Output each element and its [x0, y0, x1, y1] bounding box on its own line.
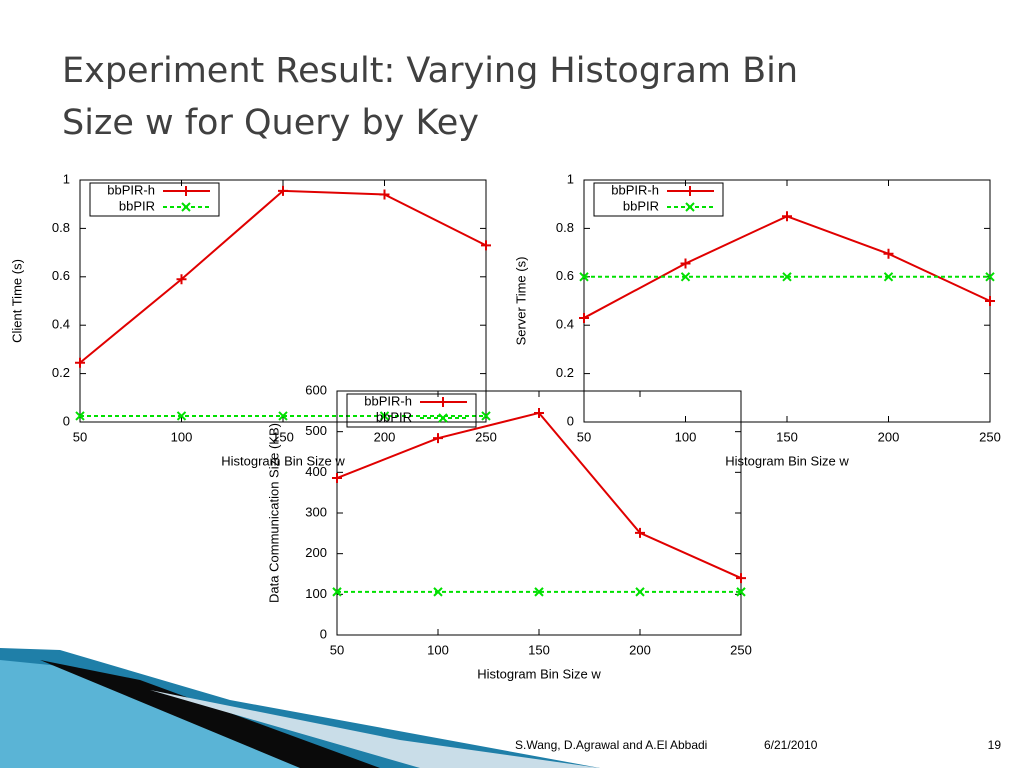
y-tick-label: 0	[320, 626, 327, 641]
y-axis-label: Server Time (s)	[513, 257, 528, 346]
data-point	[433, 433, 443, 444]
x-tick-label: 100	[427, 642, 449, 657]
x-axis-label: Histogram Bin Size w	[725, 453, 849, 468]
data-point	[635, 587, 645, 597]
legend-box	[89, 182, 220, 217]
x-tick-label: 100	[675, 429, 697, 444]
legend-label: bbPIR-h	[107, 182, 155, 197]
legend-label: bbPIR-h	[611, 182, 659, 197]
y-tick-label: 0.6	[556, 268, 574, 283]
data-point	[680, 258, 691, 269]
x-tick-label: 200	[374, 429, 396, 444]
data-point	[278, 411, 288, 421]
data-point	[332, 473, 342, 484]
y-tick-label: 1	[63, 171, 70, 186]
data-point	[278, 185, 288, 196]
data-point	[736, 587, 746, 597]
y-tick-label: 0.8	[52, 220, 70, 235]
y-tick-label: 0.4	[556, 317, 574, 332]
decoration	[40, 660, 380, 768]
data-point	[75, 357, 85, 368]
legend-marker	[685, 186, 695, 196]
x-axis-label: Histogram Bin Size w	[477, 666, 601, 681]
data-point	[680, 272, 691, 282]
data-point	[75, 411, 85, 421]
x-tick-label: 100	[171, 429, 193, 444]
series-line	[583, 215, 991, 319]
data-point	[782, 272, 792, 282]
legend-box	[593, 182, 724, 217]
y-tick-label: 0	[63, 413, 70, 428]
legend-marker	[438, 413, 448, 423]
slide-title: Experiment Result: Varying Histogram Bin	[62, 51, 798, 91]
decoration	[150, 690, 600, 768]
legend-marker	[181, 186, 191, 196]
x-tick-label: 200	[629, 642, 651, 657]
data-point	[379, 411, 390, 421]
x-tick-label: 150	[776, 429, 798, 444]
footer-authors: S.Wang, D.Agrawal and A.El Abbadi	[515, 738, 707, 752]
y-tick-label: 400	[305, 464, 327, 479]
data-point	[579, 312, 589, 323]
y-axis-label: Client Time (s)	[9, 259, 24, 343]
legend-label: bbPIR	[119, 198, 155, 213]
slide-title: Size w for Query by Key	[62, 103, 479, 143]
y-tick-label: 0.6	[52, 268, 70, 283]
x-tick-label: 150	[272, 429, 294, 444]
y-tick-label: 300	[305, 504, 327, 519]
data-point	[332, 587, 342, 597]
x-tick-label: 50	[73, 429, 87, 444]
data-point	[534, 407, 544, 418]
data-point	[379, 189, 390, 200]
footer-date: 6/21/2010	[764, 738, 818, 752]
data-point	[481, 411, 491, 421]
x-tick-label: 150	[528, 642, 550, 657]
data-point	[883, 272, 894, 282]
y-tick-label: 100	[305, 586, 327, 601]
legend-marker	[181, 202, 191, 212]
data-point	[176, 274, 187, 285]
x-tick-label: 250	[475, 429, 497, 444]
y-tick-label: 0	[567, 413, 574, 428]
y-tick-label: 0.2	[556, 365, 574, 380]
legend-label: bbPIR	[376, 409, 412, 424]
footer-page: 19	[988, 738, 1002, 752]
data-point	[782, 211, 792, 222]
legend-marker	[438, 397, 448, 407]
data-point	[534, 587, 544, 597]
y-tick-label: 0.8	[556, 220, 574, 235]
y-axis-label: Data Communication Size (KB)	[266, 423, 281, 603]
x-tick-label: 50	[577, 429, 591, 444]
y-tick-label: 200	[305, 545, 327, 560]
data-point	[985, 272, 995, 282]
data-point	[883, 248, 894, 259]
series-line	[79, 189, 487, 364]
y-tick-label: 0.4	[52, 317, 70, 332]
x-tick-label: 50	[330, 642, 344, 657]
data-point	[579, 272, 589, 282]
x-tick-label: 200	[878, 429, 900, 444]
legend-label: bbPIR-h	[364, 393, 412, 408]
x-tick-label: 250	[730, 642, 752, 657]
data-point	[481, 240, 491, 251]
data-point	[176, 411, 187, 421]
x-tick-label: 250	[979, 429, 1001, 444]
legend-marker	[685, 202, 695, 212]
y-tick-label: 0.2	[52, 365, 70, 380]
y-tick-label: 500	[305, 423, 327, 438]
legend-label: bbPIR	[623, 198, 659, 213]
plot-frame	[336, 390, 742, 636]
y-tick-label: 1	[567, 171, 574, 186]
data-point	[635, 527, 645, 538]
data-point	[433, 587, 443, 597]
data-point	[985, 296, 995, 306]
data-point	[736, 573, 746, 584]
x-axis-label: Histogram Bin Size w	[221, 453, 345, 468]
legend-box	[346, 393, 477, 428]
y-tick-label: 600	[305, 382, 327, 397]
